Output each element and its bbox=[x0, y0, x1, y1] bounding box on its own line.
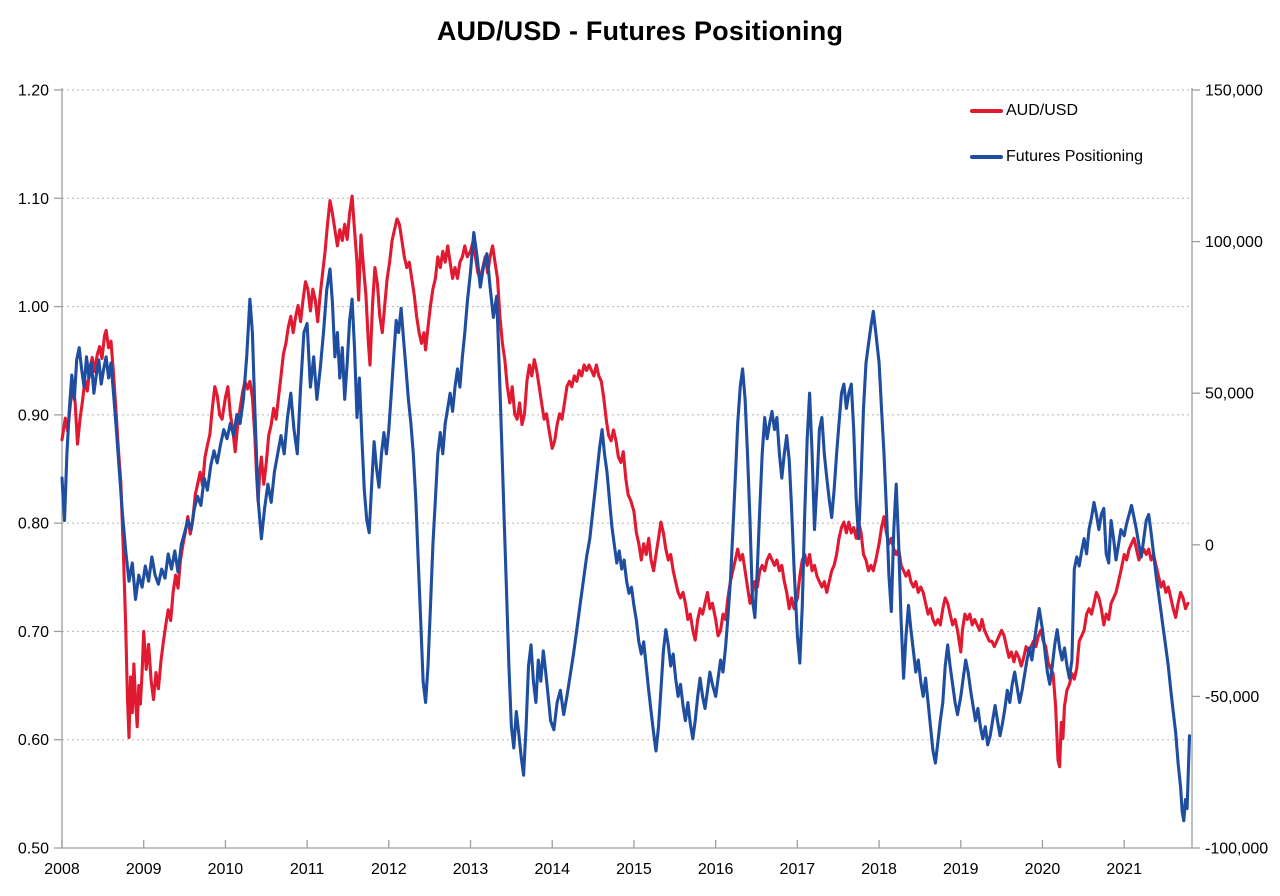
y-axis-left-label: 0.60 bbox=[18, 732, 49, 749]
y-axis-right-label: 150,000 bbox=[1205, 83, 1263, 100]
y-axis-left-label: 0.70 bbox=[18, 624, 49, 641]
x-axis-label: 2009 bbox=[126, 861, 162, 878]
x-axis-label: 2021 bbox=[1106, 861, 1142, 878]
y-axis-left-label: 1.20 bbox=[18, 83, 49, 100]
x-axis-label: 2018 bbox=[861, 861, 897, 878]
x-axis-label: 2013 bbox=[453, 861, 489, 878]
y-axis-right-label: 100,000 bbox=[1205, 234, 1263, 251]
legend: AUD/USD Futures Positioning bbox=[970, 101, 1143, 193]
y-axis-left-label: 0.90 bbox=[18, 407, 49, 424]
chart-title: AUD/USD - Futures Positioning bbox=[436, 16, 844, 46]
y-axis-left-label: 0.50 bbox=[18, 841, 49, 858]
legend-label-futures: Futures Positioning bbox=[1006, 148, 1143, 165]
legend-swatch-futures bbox=[970, 155, 1003, 159]
x-axis-label: 2020 bbox=[1025, 861, 1061, 878]
y-axis-right-label: 0 bbox=[1205, 537, 1214, 554]
x-axis-label: 2011 bbox=[290, 861, 325, 878]
audusd-series-line bbox=[60, 194, 1190, 769]
legend-item-futures: Futures Positioning bbox=[970, 147, 1143, 167]
y-axis-right-label: -100,000 bbox=[1205, 841, 1268, 858]
x-axis-label: 2019 bbox=[943, 861, 979, 878]
y-axis-right-label: -50,000 bbox=[1205, 689, 1259, 706]
x-axis-label: 2008 bbox=[44, 861, 80, 878]
x-axis-label: 2010 bbox=[208, 861, 244, 878]
legend-item-audusd: AUD/USD bbox=[970, 101, 1143, 121]
x-axis-label: 2012 bbox=[371, 861, 407, 878]
x-axis-label: 2014 bbox=[534, 861, 570, 878]
x-axis-label: 2015 bbox=[616, 861, 652, 878]
x-axis-label: 2016 bbox=[698, 861, 734, 878]
y-axis-left-label: 1.10 bbox=[18, 191, 49, 208]
legend-label-audusd: AUD/USD bbox=[1006, 102, 1079, 119]
y-axis-right-label: 50,000 bbox=[1205, 386, 1254, 403]
y-axis-left-label: 1.00 bbox=[18, 299, 49, 316]
x-axis-label: 2017 bbox=[780, 861, 816, 878]
legend-swatch-audusd bbox=[970, 109, 1003, 113]
futures-positioning-series-line bbox=[60, 230, 1192, 823]
y-axis-left-label: 0.80 bbox=[18, 516, 49, 533]
